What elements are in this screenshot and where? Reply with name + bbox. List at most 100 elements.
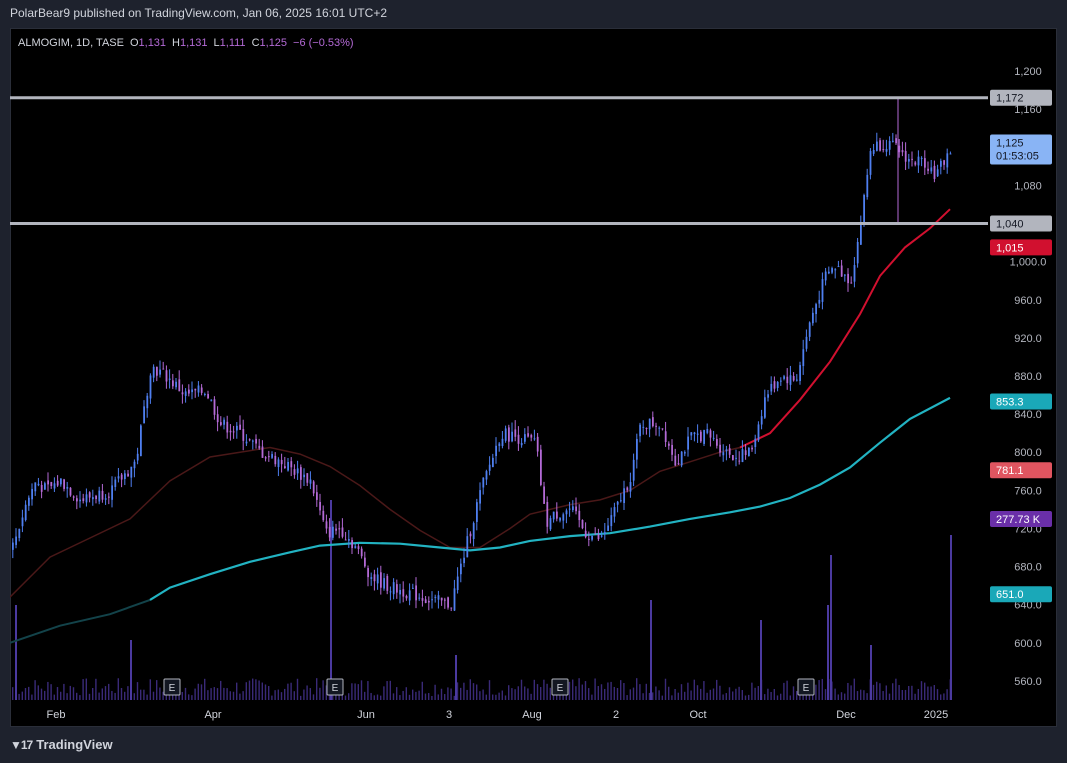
candle-body: [37, 483, 40, 486]
volume-spike-bar: [330, 500, 332, 700]
volume-bar: [242, 691, 244, 700]
horizontal-levels-layer[interactable]: [10, 96, 988, 226]
candle-body: [136, 453, 139, 461]
y-tick-label: 1,200: [1014, 66, 1042, 78]
volume-bar: [34, 680, 36, 700]
volume-spike-bar: [827, 605, 829, 700]
volume-bar: [268, 686, 270, 700]
candle-body: [437, 595, 440, 600]
volume-bar: [818, 680, 820, 700]
candle-body: [572, 506, 574, 511]
candle-body: [882, 149, 885, 151]
candle-body: [744, 450, 747, 455]
candle-body: [927, 168, 929, 171]
candle-body: [264, 457, 267, 459]
candle-body: [156, 366, 158, 376]
y-tick-label: 880.0: [1014, 371, 1042, 383]
volume-bar: [399, 695, 401, 700]
candles-layer[interactable]: [12, 97, 952, 612]
candle-body: [639, 424, 641, 437]
candle-body: [31, 488, 33, 500]
candle-body: [303, 474, 305, 478]
candle-body: [824, 271, 827, 281]
volume-bar: [629, 689, 631, 700]
volume-bar: [223, 687, 225, 700]
candle-body: [82, 498, 85, 502]
candle-body: [280, 459, 283, 465]
volume-bar: [367, 681, 369, 700]
footer-brand[interactable]: ▼17 TradingView: [10, 737, 113, 752]
candle-body: [552, 511, 555, 520]
volume-spike-bar: [130, 640, 132, 700]
candle-body: [501, 438, 504, 447]
candle-body: [268, 456, 270, 458]
candle-body: [360, 548, 363, 557]
candle-body: [815, 304, 817, 315]
candle-body: [578, 510, 581, 521]
price-axis[interactable]: 560.0600.0640.0680.0720.0760.0800.0840.0…: [1010, 66, 1047, 688]
candle-body: [197, 385, 200, 393]
candle-body: [223, 419, 225, 425]
candle-body: [69, 487, 72, 496]
candle-body: [908, 159, 910, 162]
candle-body: [319, 501, 321, 511]
volume-bar: [680, 684, 683, 700]
close-label: C: [252, 37, 260, 49]
y-tick-label: 560.0: [1014, 676, 1042, 688]
candle-body: [21, 517, 24, 527]
y-tick-label: 680.0: [1014, 562, 1042, 574]
candle-body: [709, 430, 712, 438]
candle-body: [322, 510, 325, 521]
candle-body: [668, 443, 670, 446]
volume-bar: [226, 688, 228, 700]
ma-fast-line-faded: [10, 208, 951, 598]
candle-body: [588, 538, 590, 540]
volume-bar: [469, 679, 471, 700]
candle-body: [431, 599, 433, 601]
candle-body: [111, 485, 113, 500]
volume-bar: [712, 688, 715, 700]
volume-bar: [114, 692, 116, 700]
volume-bar: [463, 682, 465, 700]
volume-bar: [50, 684, 52, 700]
volume-spike-bar: [950, 535, 952, 700]
x-tick-label: Aug: [522, 709, 542, 721]
candle-body: [405, 595, 408, 599]
candle-body: [50, 482, 53, 486]
candle-body: [917, 156, 920, 166]
candle-body: [911, 158, 913, 160]
volume-bar: [136, 682, 139, 700]
candle-body: [687, 436, 689, 450]
chart-panel[interactable]: [10, 28, 1057, 727]
candle-body: [53, 483, 56, 489]
candle-body: [767, 394, 769, 398]
volume-bar: [594, 678, 596, 700]
candle-body: [492, 457, 494, 468]
candle-body: [837, 266, 840, 268]
candle-body: [757, 424, 760, 441]
candle-body: [469, 533, 472, 537]
candle-body: [370, 577, 373, 579]
candle-body: [936, 169, 939, 177]
candle-body: [344, 539, 347, 541]
candle-body: [485, 471, 488, 480]
time-axis[interactable]: Feb Apr Jun 3 Aug 2 Oct Dec 2025: [47, 709, 949, 721]
volume-bar: [181, 691, 183, 700]
candle-body: [367, 568, 369, 578]
price-chart[interactable]: 560.0600.0640.0680.0720.0760.0800.0840.0…: [10, 28, 1057, 727]
volume-bar: [850, 685, 852, 700]
candle-body: [949, 153, 952, 155]
candle-body: [866, 174, 869, 198]
volume-bar: [354, 683, 356, 700]
volume-bar: [908, 685, 910, 700]
candle-body: [332, 526, 334, 538]
volume-bar: [863, 690, 865, 700]
volume-bar: [943, 693, 945, 700]
candle-body: [152, 366, 155, 378]
candle-body: [226, 421, 229, 433]
volume-bar: [767, 688, 769, 700]
candle-body: [434, 596, 437, 598]
volume-bar: [719, 685, 721, 700]
candle-body: [354, 546, 357, 549]
